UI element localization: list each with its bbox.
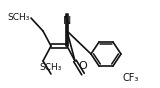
Text: SCH₃: SCH₃ <box>8 13 30 23</box>
Text: SCH₃: SCH₃ <box>40 63 62 72</box>
Text: O: O <box>79 61 87 71</box>
Text: N: N <box>63 16 71 26</box>
Text: CF₃: CF₃ <box>122 73 139 83</box>
